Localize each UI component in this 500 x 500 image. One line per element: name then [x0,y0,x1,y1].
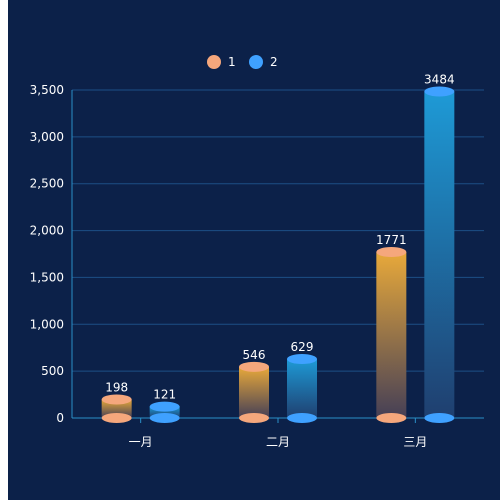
legend-label[interactable]: 1 [228,55,236,69]
bar-base-cap [424,413,455,423]
bar-top-cap [287,354,317,365]
y-tick-label: 0 [56,411,64,425]
bar-top-cap [424,86,455,97]
bar-2-0[interactable] [149,406,180,418]
bar-top-cap [376,247,407,258]
data-label: 198 [105,380,128,394]
bar-base-cap [287,413,317,423]
y-tick-label: 2,500 [30,177,64,191]
axes [71,90,484,423]
bar-top-cap [239,361,269,372]
bar-2-1[interactable] [287,359,317,418]
bar-1-1[interactable] [239,366,269,418]
y-tick-label: 500 [41,364,64,378]
legend-marker[interactable] [207,55,221,69]
y-tick-label: 3,500 [30,83,64,97]
bar-base-cap [239,413,269,423]
bar-top-cap [149,401,180,412]
x-tick-label: 一月 [129,435,153,449]
data-label: 1771 [376,233,407,247]
y-tick-label: 3,000 [30,130,64,144]
data-label: 546 [243,348,266,362]
y-tick-label: 1,000 [30,317,64,331]
bar-1-0[interactable] [101,399,132,418]
legend-marker[interactable] [249,55,263,69]
y-tick-label: 1,500 [30,270,64,284]
x-tick-label: 二月 [266,435,290,449]
data-label: 629 [291,340,314,354]
bar-base-cap [101,413,132,423]
grid-lines [72,89,484,372]
bars [101,86,455,423]
bar-base-cap [149,413,180,423]
data-label: 3484 [424,72,455,86]
labels: 0 500 1,000 1,500 2,000 2,500 3,000 3,500 一月 198 1… [30,72,455,449]
y-tick-label: 2,000 [30,224,64,238]
bar-2-2[interactable] [424,91,455,419]
data-label: 121 [153,388,176,402]
legend-label[interactable]: 2 [270,55,278,69]
bar-1-2[interactable] [376,252,407,418]
bar-top-cap [101,394,132,405]
bar-base-cap [376,413,407,423]
x-tick-label: 三月 [403,435,427,449]
